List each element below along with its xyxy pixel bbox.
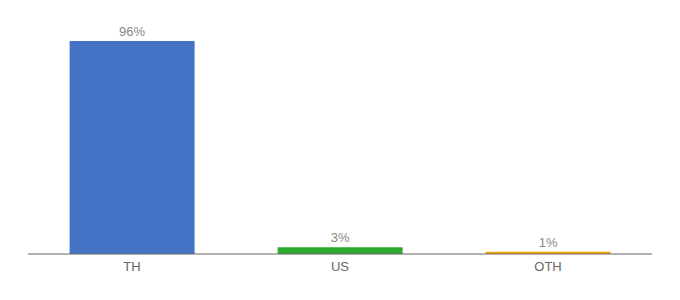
svg-text:OTH: OTH xyxy=(534,259,561,274)
svg-text:US: US xyxy=(331,259,349,274)
svg-text:1%: 1% xyxy=(539,235,558,250)
svg-text:3%: 3% xyxy=(331,230,350,245)
svg-text:96%: 96% xyxy=(119,24,145,39)
svg-text:TH: TH xyxy=(123,259,140,274)
